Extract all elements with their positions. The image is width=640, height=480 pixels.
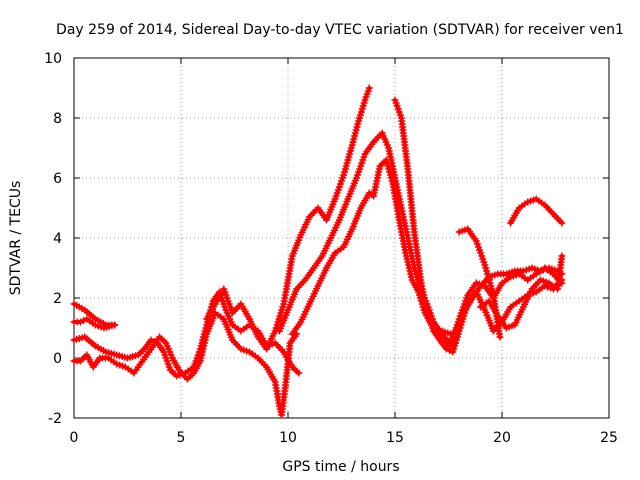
series-trace-10 bbox=[447, 276, 566, 347]
series-trace-8 bbox=[391, 96, 566, 356]
series-markers bbox=[70, 288, 303, 380]
y-tick-label: 6 bbox=[53, 171, 62, 187]
chart-title: Day 259 of 2014, Sidereal Day-to-day VTE… bbox=[56, 22, 624, 38]
x-tick-label: 15 bbox=[386, 430, 404, 446]
series-trace-2 bbox=[70, 315, 119, 332]
series-trace-4 bbox=[70, 309, 301, 419]
series-trace-11 bbox=[455, 225, 504, 341]
y-tick-label: 0 bbox=[53, 351, 62, 367]
x-tick-label: 10 bbox=[279, 430, 297, 446]
series-markers bbox=[477, 252, 566, 332]
y-axis-label: SDTVAR / TECUs bbox=[8, 181, 24, 296]
series-markers bbox=[203, 84, 373, 353]
x-axis-label: GPS time / hours bbox=[282, 459, 399, 475]
series-trace-5 bbox=[203, 84, 373, 353]
x-tick-label: 25 bbox=[600, 430, 618, 446]
y-tick-label: 2 bbox=[53, 291, 62, 307]
tick-layer: 0 5 10 15 20 25 -2 0 2 4 6 8 10 bbox=[44, 51, 618, 446]
y-tick-label: 8 bbox=[53, 111, 62, 127]
series-trace-12 bbox=[477, 252, 566, 332]
x-tick-label: 0 bbox=[70, 430, 79, 446]
series-line bbox=[393, 98, 564, 354]
series-trace-13 bbox=[507, 195, 566, 227]
y-tick-label: 4 bbox=[53, 231, 62, 247]
series-layer bbox=[70, 84, 566, 419]
series-markers bbox=[447, 276, 566, 347]
grid-layer bbox=[74, 58, 609, 418]
series-markers bbox=[507, 195, 566, 227]
y-tick-label: 10 bbox=[44, 51, 62, 67]
x-tick-label: 5 bbox=[177, 430, 186, 446]
y-tick-label: -2 bbox=[48, 411, 62, 427]
series-trace-3 bbox=[70, 288, 303, 380]
series-markers bbox=[70, 315, 119, 332]
x-tick-label: 20 bbox=[493, 430, 511, 446]
series-markers bbox=[70, 309, 301, 419]
series-markers bbox=[391, 96, 566, 356]
